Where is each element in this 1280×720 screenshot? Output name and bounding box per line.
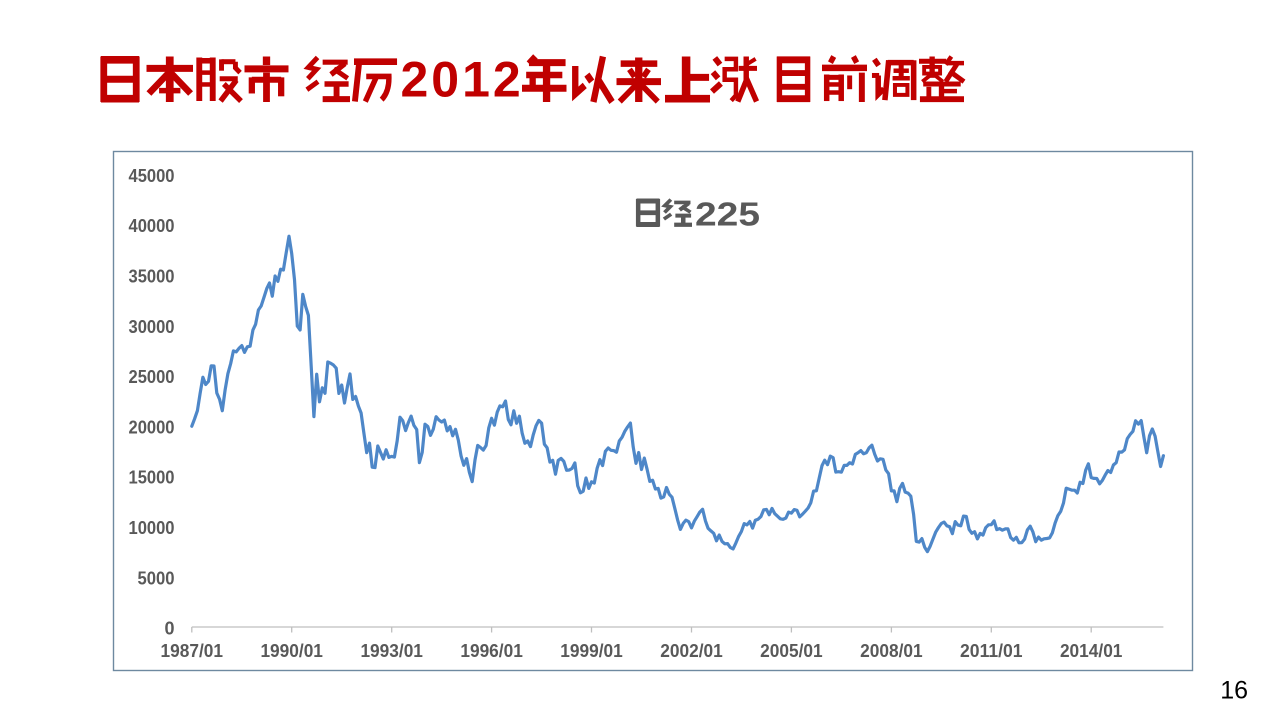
svg-text:225: 225 — [695, 196, 760, 233]
svg-text:1993/01: 1993/01 — [360, 641, 423, 661]
svg-text:2011/01: 2011/01 — [960, 641, 1023, 661]
svg-text:2005/01: 2005/01 — [760, 641, 823, 661]
svg-text:0: 0 — [165, 619, 175, 639]
svg-text:2008/01: 2008/01 — [860, 641, 923, 661]
svg-text:2014/01: 2014/01 — [1060, 641, 1123, 661]
svg-text:1987/01: 1987/01 — [161, 641, 224, 661]
svg-text:2002/01: 2002/01 — [660, 641, 723, 661]
svg-text:5000: 5000 — [138, 568, 175, 588]
svg-text:45000: 45000 — [129, 166, 175, 186]
svg-text:2012: 2012 — [401, 52, 524, 108]
svg-text:30000: 30000 — [129, 317, 175, 337]
svg-text:20000: 20000 — [129, 417, 175, 437]
svg-text:10000: 10000 — [129, 518, 175, 538]
svg-text:1999/01: 1999/01 — [560, 641, 623, 661]
svg-text:15000: 15000 — [129, 468, 175, 488]
svg-text:1990/01: 1990/01 — [260, 641, 323, 661]
svg-text:40000: 40000 — [129, 216, 175, 236]
svg-text:35000: 35000 — [129, 267, 175, 287]
svg-text:1996/01: 1996/01 — [460, 641, 523, 661]
svg-text:16: 16 — [1220, 677, 1248, 705]
svg-text:25000: 25000 — [129, 367, 175, 387]
